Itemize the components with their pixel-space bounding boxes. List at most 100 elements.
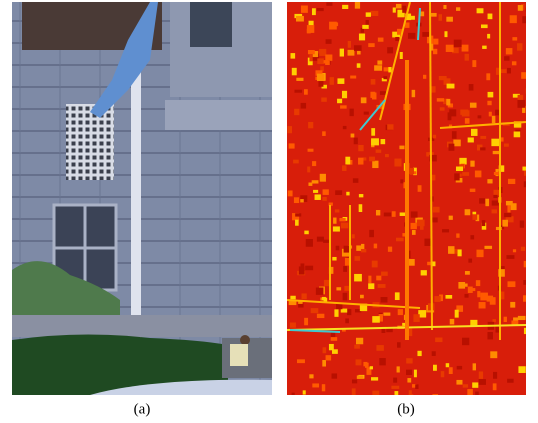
heat-cell [293,160,299,164]
heat-cell [488,92,494,98]
heat-cell [487,34,490,39]
heat-cell [321,98,327,102]
heat-cell [330,77,334,85]
heat-cell [323,189,329,195]
heat-cell [408,168,413,174]
heat-cell [507,379,513,383]
heat-cell [470,189,476,192]
heat-cell [300,199,304,202]
heat-cell [462,172,469,176]
heat-cell [492,200,499,205]
heat-cell [412,90,416,97]
heat-cell [317,8,324,11]
heat-cell [479,379,486,385]
heat-cell [421,270,427,275]
heat-cell [494,172,499,175]
heat-cell [361,97,367,103]
heat-cell [357,63,361,67]
heat-cell [449,144,455,151]
heat-cell [377,60,382,64]
heat-cell [345,318,349,323]
heat-cell [340,49,344,57]
heat-cell [354,256,360,261]
heat-cell [464,294,468,298]
heat-cell [354,345,360,349]
heat-cell [522,167,529,171]
heat-cell [492,209,498,213]
heat-cell [368,283,374,289]
heat-cell [324,60,329,63]
heat-cell [465,271,470,275]
heat-cell [362,25,368,29]
caption: (b) [397,401,415,417]
heat-cell [290,322,296,327]
heat-cell [312,383,319,387]
heat-cell [292,393,295,400]
heat-cell [372,316,380,323]
heat-cell [371,138,379,145]
heat-cell [354,274,362,281]
heat-cell [359,34,365,41]
heat-cell [460,110,468,115]
heat-cell [484,246,492,249]
heat-cell [298,303,303,307]
heat-cell [400,179,403,183]
heat-cell [342,91,347,98]
heat-cell [295,213,301,216]
heat-cell [434,296,440,302]
heat-cell [289,143,295,148]
heat-cell [360,295,364,299]
heat-cell [508,179,515,184]
heat-cell [381,139,386,144]
heat-cell [433,39,438,45]
heat-cell [522,16,530,23]
heat-cell [307,166,310,172]
heat-cell [513,317,518,320]
heat-cell [457,249,461,256]
heat-cell [371,128,375,136]
heat-cell [415,384,418,389]
heat-cell [326,39,332,44]
heat-cell [383,76,387,79]
heat-cell [317,314,324,318]
heat-cell [317,237,324,242]
heat-cell [417,220,425,227]
heat-cell [351,134,355,138]
heat-cell [506,201,513,205]
heat-cell [490,351,497,358]
heat-cell [524,328,529,334]
heat-cell [470,161,474,167]
heat-cell [394,391,398,397]
heat-cell [384,67,389,71]
heat-cell [462,45,469,52]
heat-cell [521,247,525,251]
heat-cell [354,138,358,145]
heat-cell [397,342,401,347]
heat-cell [478,115,482,118]
heat-cell [287,126,292,133]
heat-cell [479,371,483,378]
heat-cell [468,287,473,293]
heat-cell [492,319,495,322]
heat-cell [322,360,326,367]
heat-cell [371,377,378,380]
heat-cell [322,297,326,300]
heat-cell [320,174,326,182]
heat-cell [448,246,454,254]
heat-cell [347,309,351,315]
heat-cell [395,37,399,41]
heat-cell [371,79,376,85]
heat-cell [512,61,516,65]
heat-cell [409,394,414,401]
heat-cell [352,234,355,238]
heat-cell [462,338,469,345]
heat-cell [486,73,490,80]
heat-cell [507,281,515,287]
heat-cell [465,209,471,215]
heat-cell [417,351,421,356]
heat-cell [446,99,450,106]
heat-cell [481,25,488,29]
heat-cell [517,100,525,108]
flagpole [131,60,141,340]
heat-cell [304,318,308,325]
